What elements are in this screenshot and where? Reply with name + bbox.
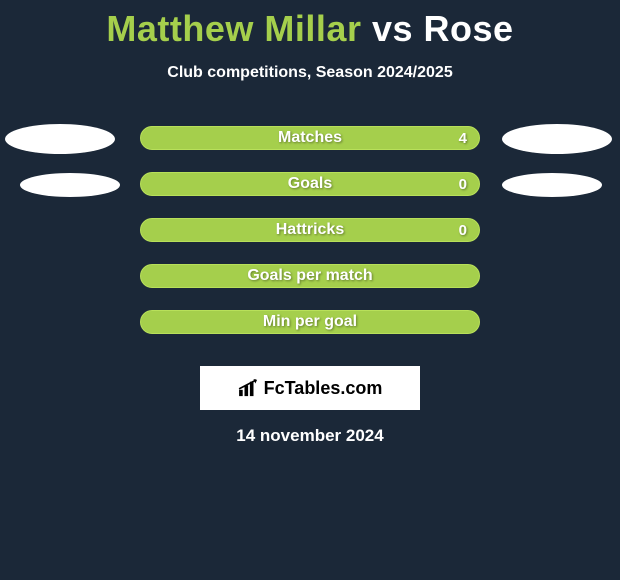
- infographic-root: Matthew Millar vs Rose Club competitions…: [0, 0, 620, 580]
- logo-text: FcTables.com: [264, 378, 383, 399]
- vs-text: vs: [372, 8, 413, 49]
- stats-area: Matches 4 Goals 0 Hattricks 0 Goals per …: [0, 124, 620, 354]
- stat-row-goals: Goals 0: [0, 170, 620, 216]
- stat-bar: Matches 4: [140, 126, 480, 150]
- player2-name: Rose: [424, 8, 514, 49]
- stat-row-gpm: Goals per match: [0, 262, 620, 308]
- stat-row-matches: Matches 4: [0, 124, 620, 170]
- stat-row-mpg: Min per goal: [0, 308, 620, 354]
- player1-name: Matthew Millar: [106, 8, 361, 49]
- stat-bar: Goals 0: [140, 172, 480, 196]
- logo-box: FcTables.com: [200, 366, 420, 410]
- ellipse-right-icon: [502, 173, 602, 197]
- stat-label: Goals per match: [141, 267, 479, 285]
- bars-icon: [238, 379, 260, 397]
- date-text: 14 november 2024: [0, 426, 620, 446]
- stat-value: 4: [459, 130, 467, 147]
- ellipse-left-icon: [20, 173, 120, 197]
- stat-label: Min per goal: [141, 313, 479, 331]
- page-title: Matthew Millar vs Rose: [0, 0, 620, 50]
- stat-value: 0: [459, 176, 467, 193]
- stat-value: 0: [459, 222, 467, 239]
- stat-label: Matches: [141, 129, 479, 147]
- subtitle-text: Club competitions, Season 2024/2025: [0, 64, 620, 82]
- stat-label: Goals: [141, 175, 479, 193]
- ellipse-right-icon: [502, 124, 612, 154]
- stat-bar: Goals per match: [140, 264, 480, 288]
- stat-bar: Min per goal: [140, 310, 480, 334]
- logo-inner: FcTables.com: [238, 378, 383, 399]
- stat-row-hattricks: Hattricks 0: [0, 216, 620, 262]
- ellipse-left-icon: [5, 124, 115, 154]
- stat-bar: Hattricks 0: [140, 218, 480, 242]
- stat-label: Hattricks: [141, 221, 479, 239]
